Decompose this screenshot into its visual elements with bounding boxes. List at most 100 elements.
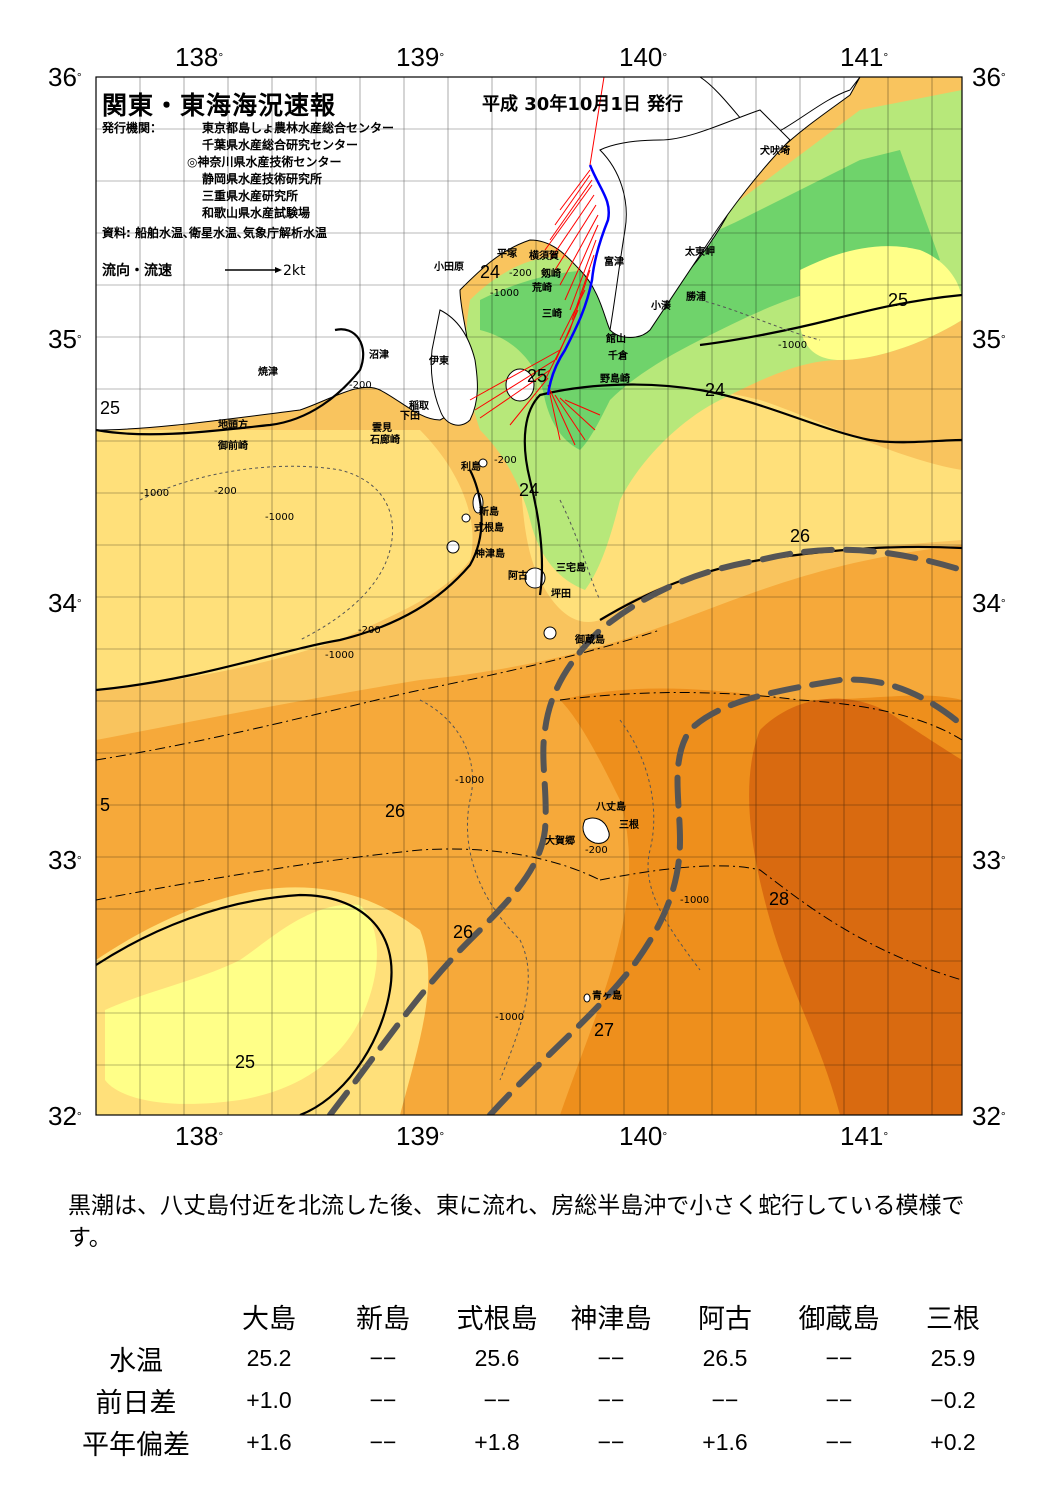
table-cell: +1.0	[246, 1386, 292, 1413]
table-cell: −0.2	[930, 1386, 976, 1413]
data-sources: 資料: 船舶水温､衛星水温､気象庁解析水温	[102, 226, 327, 240]
island-aogashima	[583, 993, 591, 1003]
temp-zone-28	[749, 698, 962, 1115]
lat-label-left-35: 35°	[48, 324, 82, 354]
temp-zone-25-west	[96, 430, 473, 690]
land-boso	[599, 109, 791, 338]
table-cell: 25.2	[246, 1344, 292, 1371]
column-header: 御蔵島	[798, 1303, 880, 1334]
current-vectors	[469, 77, 605, 446]
depth-label: -1000	[325, 650, 355, 661]
place-niijima: 新島	[479, 507, 499, 518]
lon-label-top-138: 138°	[175, 42, 224, 72]
lat-label-right-35: 35°	[972, 324, 1006, 354]
table-cell: −−	[369, 1428, 397, 1455]
island-hachijo	[582, 817, 610, 844]
column-header: 神津島	[570, 1303, 652, 1334]
lon-label-bottom-139: 139°	[396, 1121, 445, 1151]
place-inatori: 稲取	[409, 401, 429, 412]
table-header-row: 大島 新島 式根島 神津島 阿古 御蔵島 三根	[60, 1295, 1010, 1337]
place-omaezaki: 御前崎	[218, 441, 248, 452]
lon-label-top-139: 139°	[396, 42, 445, 72]
isotherm-label-26: 26	[790, 526, 811, 546]
lon-label-bottom-141: 141°	[840, 1121, 889, 1151]
table-cell: −−	[825, 1344, 853, 1371]
table-cell: −−	[597, 1386, 625, 1413]
isotherm-label-25: 25	[888, 290, 909, 310]
isotherm-label-27: 27	[594, 1020, 615, 1040]
temp-zone-25-sw2	[105, 904, 377, 1104]
lat-label-right-34: 34°	[972, 588, 1006, 618]
place-inubo: 犬吠埼	[760, 146, 790, 157]
place-taito: 太東岬	[685, 247, 715, 258]
issue-date: 平成 30年10月1日 発行	[482, 94, 684, 115]
place-misaki: 三崎	[542, 309, 562, 320]
table-row: 前日差 +1.0 −− −− −− −− −− −0.2	[60, 1379, 1010, 1421]
legend-scale: 2kt	[283, 263, 306, 279]
isotherm-dashdot	[96, 629, 962, 981]
publisher-1: 東京都島しょ農林水産総合センター	[202, 121, 395, 135]
place-ito: 伊東	[429, 356, 449, 367]
place-shikine: 式根島	[474, 523, 504, 534]
place-hachijo: 八丈島	[596, 802, 626, 813]
depth-contours	[139, 299, 821, 1081]
lat-label-right-33: 33°	[972, 845, 1006, 875]
isotherm-label-25: 25	[100, 398, 121, 418]
table-cell: +1.6	[702, 1428, 748, 1455]
table-cell: 25.9	[930, 1344, 976, 1371]
depth-label: -200	[494, 455, 517, 466]
table-cell: +1.8	[474, 1428, 520, 1455]
table-cell: −−	[369, 1386, 397, 1413]
place-numazu: 沼津	[369, 350, 389, 361]
lon-label-bottom-138: 138°	[175, 1121, 224, 1151]
temp-zone-25-boso	[800, 246, 962, 360]
place-nojima: 野島崎	[600, 374, 630, 385]
table-corner	[60, 1295, 212, 1337]
depth-label: -1000	[265, 512, 295, 523]
place-mikura: 御蔵島	[575, 635, 605, 646]
depth-label: -1000	[455, 775, 485, 786]
isotherm-lines	[96, 293, 962, 1115]
place-ako: 阿古	[508, 571, 528, 582]
publisher-4: 静岡県水産技術研究所	[202, 172, 323, 186]
table-cell: 25.6	[474, 1344, 520, 1371]
table-row: 水温 25.2 −− 25.6 −− 26.5 −− 25.9	[60, 1337, 1010, 1379]
table-cell: −−	[825, 1386, 853, 1413]
map-title: 関東・東海海況速報	[102, 91, 337, 120]
table-row: 平年偏差 +1.6 −− +1.8 −− +1.6 −− +0.2	[60, 1421, 1010, 1463]
column-header: 式根島	[456, 1303, 538, 1334]
place-katsuura: 勝浦	[686, 292, 706, 303]
column-header: 大島	[242, 1303, 296, 1334]
place-kozu: 神津島	[475, 549, 505, 560]
isotherm-label-26: 26	[385, 801, 406, 821]
lon-label-top-141: 141°	[840, 42, 889, 72]
place-jitogata: 地頭方	[218, 420, 248, 431]
place-kumomi: 雲見	[372, 423, 392, 434]
column-header: 阿古	[698, 1303, 752, 1334]
lat-label-right-36: 36°	[972, 62, 1006, 92]
table-cell: −−	[825, 1428, 853, 1455]
depth-label: -200	[349, 380, 372, 391]
place-kominato: 小湊	[651, 301, 671, 312]
place-chikura: 千倉	[608, 351, 628, 362]
table-cell: +1.6	[246, 1428, 292, 1455]
place-arasaki: 荒崎	[532, 283, 552, 294]
isotherm-label-partial: 5	[100, 795, 111, 815]
place-tsubota: 坪田	[551, 589, 571, 600]
table-cell: −−	[597, 1428, 625, 1455]
caption-text: 黒潮は、八丈島付近を北流した後、東に流れ、房総半島沖で小さく蛇行している模様です…	[68, 1193, 965, 1251]
depth-label: -200	[509, 268, 532, 279]
place-okago: 大賀郷	[545, 836, 575, 847]
island-mikura	[543, 626, 557, 640]
table-cell: −−	[711, 1386, 739, 1413]
lat-label-left-33: 33°	[48, 845, 82, 875]
table-cell: −−	[483, 1386, 511, 1413]
column-header: 新島	[356, 1303, 410, 1334]
island-temperature-table: 大島 新島 式根島 神津島 阿古 御蔵島 三根 水温 25.2 −− 25.6 …	[60, 1295, 1010, 1463]
place-yaizu: 焼津	[258, 367, 278, 378]
island-shikine	[461, 513, 471, 523]
place-tsurugisaki: 剱崎	[541, 269, 561, 280]
publisher-3: ◎神奈川県水産技術センター	[187, 155, 342, 169]
depth-label: -200	[358, 625, 381, 636]
place-shimoda: 下田	[400, 411, 420, 422]
